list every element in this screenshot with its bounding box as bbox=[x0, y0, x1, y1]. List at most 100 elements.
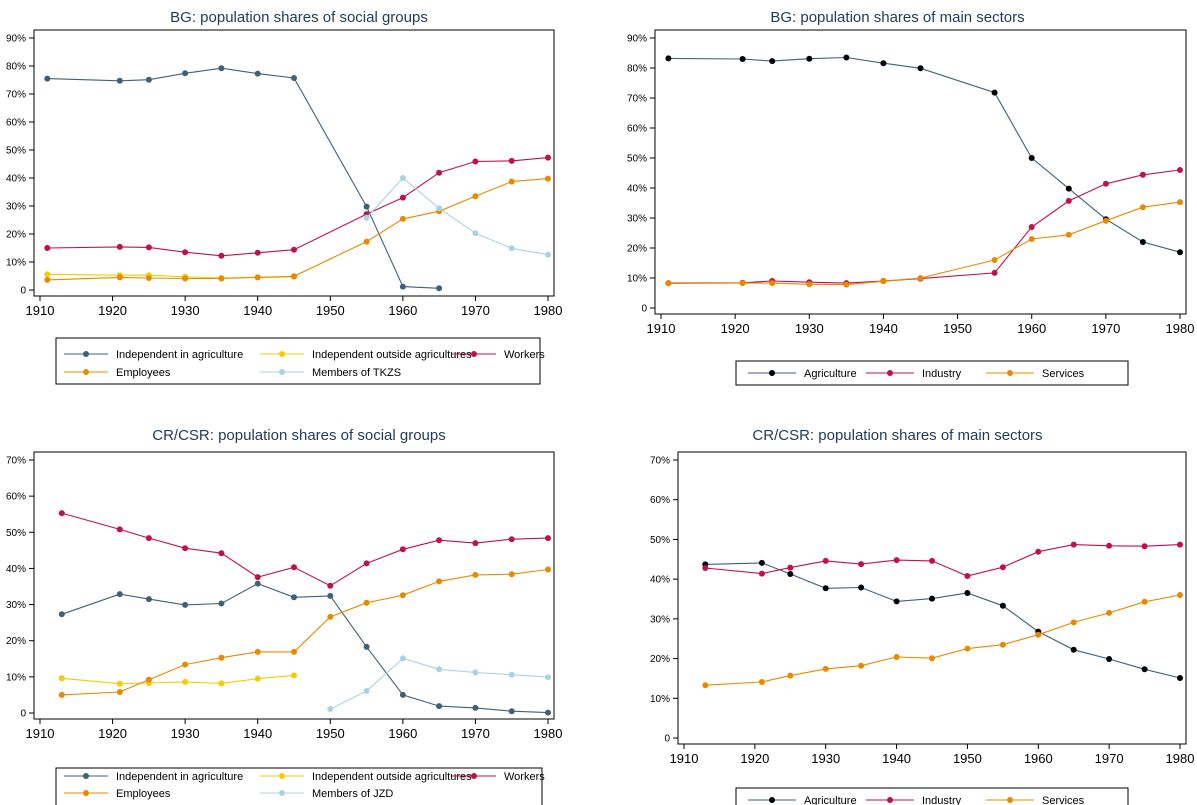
series-line bbox=[61, 582, 549, 714]
data-point bbox=[327, 592, 334, 599]
data-point bbox=[1102, 180, 1109, 187]
data-point bbox=[508, 157, 515, 164]
data-point bbox=[291, 672, 297, 679]
data-point bbox=[1177, 167, 1183, 173]
x-tick-label: 1930 bbox=[795, 321, 824, 336]
data-point bbox=[58, 611, 65, 618]
legend-swatch-marker bbox=[769, 797, 775, 803]
data-point bbox=[472, 230, 479, 237]
data-point bbox=[44, 245, 51, 251]
data-point bbox=[1139, 171, 1146, 178]
data-point bbox=[254, 675, 261, 682]
legend-label: Employees bbox=[116, 367, 171, 379]
y-tick-label: 20% bbox=[6, 636, 26, 647]
x-tick-label: 1980 bbox=[1166, 321, 1195, 336]
series-employees bbox=[44, 175, 551, 283]
data-point bbox=[508, 178, 515, 185]
data-point bbox=[1102, 217, 1109, 224]
series-line bbox=[705, 544, 1181, 577]
legend-swatch-marker bbox=[1007, 370, 1013, 376]
y-tick-label: 0 bbox=[641, 304, 647, 315]
data-point bbox=[769, 280, 776, 287]
data-point bbox=[991, 269, 998, 276]
data-point bbox=[44, 75, 51, 82]
data-point bbox=[291, 594, 297, 601]
data-point bbox=[254, 580, 261, 587]
data-point bbox=[929, 557, 935, 564]
data-point bbox=[436, 537, 443, 544]
series-line bbox=[47, 157, 549, 257]
x-tick-label: 1950 bbox=[316, 726, 345, 741]
y-tick-label: 50% bbox=[650, 535, 670, 546]
data-point bbox=[472, 158, 479, 165]
y-tick-label: 90% bbox=[6, 34, 26, 45]
y-tick-label: 40% bbox=[6, 564, 26, 575]
legend-label: Workers bbox=[504, 349, 545, 361]
data-point bbox=[58, 675, 65, 682]
legend-box bbox=[735, 787, 1129, 805]
data-point bbox=[116, 591, 123, 598]
x-tick-label: 1950 bbox=[316, 303, 345, 318]
y-tick-label: 50% bbox=[6, 146, 26, 157]
data-point bbox=[508, 671, 515, 678]
series-independent-in-agriculture bbox=[58, 580, 551, 716]
legend-item-industry: Industry bbox=[866, 795, 962, 805]
data-point bbox=[363, 238, 370, 245]
data-point bbox=[399, 283, 406, 290]
chart-panel-bg-social-groups: BG: population shares of social groups 19… bbox=[0, 0, 598, 402]
data-point bbox=[145, 676, 152, 683]
series-members-of-jzd bbox=[327, 655, 551, 712]
data-point bbox=[363, 599, 370, 606]
legend-swatch-marker bbox=[279, 773, 285, 779]
data-point bbox=[218, 252, 225, 259]
y-tick-label: 30% bbox=[627, 214, 647, 225]
data-point bbox=[545, 175, 551, 182]
series-independent-in-agriculture bbox=[44, 65, 443, 292]
data-point bbox=[1028, 155, 1035, 161]
chart-panel-bg-main-sectors: BG: population shares of main sectors 191… bbox=[598, 0, 1197, 402]
legend-swatch-marker bbox=[279, 790, 285, 796]
y-tick-label: 20% bbox=[627, 244, 647, 255]
data-point bbox=[1139, 239, 1146, 245]
y-tick-label: 70% bbox=[650, 456, 670, 467]
data-point bbox=[1065, 231, 1072, 238]
data-point bbox=[545, 709, 551, 716]
x-tick-label: 1960 bbox=[1024, 751, 1053, 766]
legend-item-workers: Workers bbox=[452, 771, 545, 783]
data-point bbox=[291, 273, 297, 280]
data-point bbox=[291, 648, 297, 655]
series-line bbox=[668, 201, 1181, 286]
series-services bbox=[702, 592, 1183, 689]
series-agriculture bbox=[665, 54, 1183, 256]
x-tick-label: 1960 bbox=[1017, 321, 1046, 336]
x-tick-label: 1970 bbox=[461, 726, 490, 741]
legend-swatch-marker bbox=[471, 351, 477, 357]
legend-swatch-marker bbox=[887, 797, 893, 803]
data-point bbox=[1141, 598, 1148, 605]
data-point bbox=[472, 669, 479, 676]
data-point bbox=[964, 645, 971, 652]
legend-item-members-of-tkzs: Members of TKZS bbox=[260, 367, 401, 379]
data-point bbox=[58, 691, 65, 698]
data-point bbox=[218, 550, 225, 557]
legend-item-members-of-jzd: Members of JZD bbox=[260, 788, 393, 800]
legend-swatch-marker bbox=[83, 351, 89, 357]
chart-panel-cr-main-sectors: CR/CSR: population shares of main sector… bbox=[598, 402, 1197, 805]
y-tick-label: 40% bbox=[650, 575, 670, 586]
legend-item-independent-in-agriculture: Independent in agriculture bbox=[64, 771, 243, 783]
data-point bbox=[1065, 197, 1072, 204]
data-point bbox=[218, 654, 225, 661]
data-point bbox=[1106, 542, 1113, 549]
data-point bbox=[929, 595, 935, 602]
data-point bbox=[702, 565, 709, 571]
x-tick-label: 1930 bbox=[171, 303, 200, 318]
data-point bbox=[893, 654, 900, 660]
data-point bbox=[399, 215, 406, 222]
x-tick-label: 1980 bbox=[534, 726, 563, 741]
plot-frame bbox=[33, 29, 555, 297]
data-point bbox=[991, 89, 998, 96]
series-line bbox=[61, 568, 549, 696]
data-point bbox=[182, 678, 189, 685]
data-point bbox=[545, 674, 551, 681]
data-point bbox=[991, 257, 998, 263]
